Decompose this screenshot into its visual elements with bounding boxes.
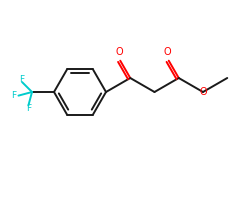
Text: F: F [11,91,16,100]
Text: F: F [26,104,31,113]
Text: O: O [164,47,172,57]
Text: O: O [199,87,207,97]
Text: F: F [19,75,25,84]
Text: O: O [115,47,123,57]
